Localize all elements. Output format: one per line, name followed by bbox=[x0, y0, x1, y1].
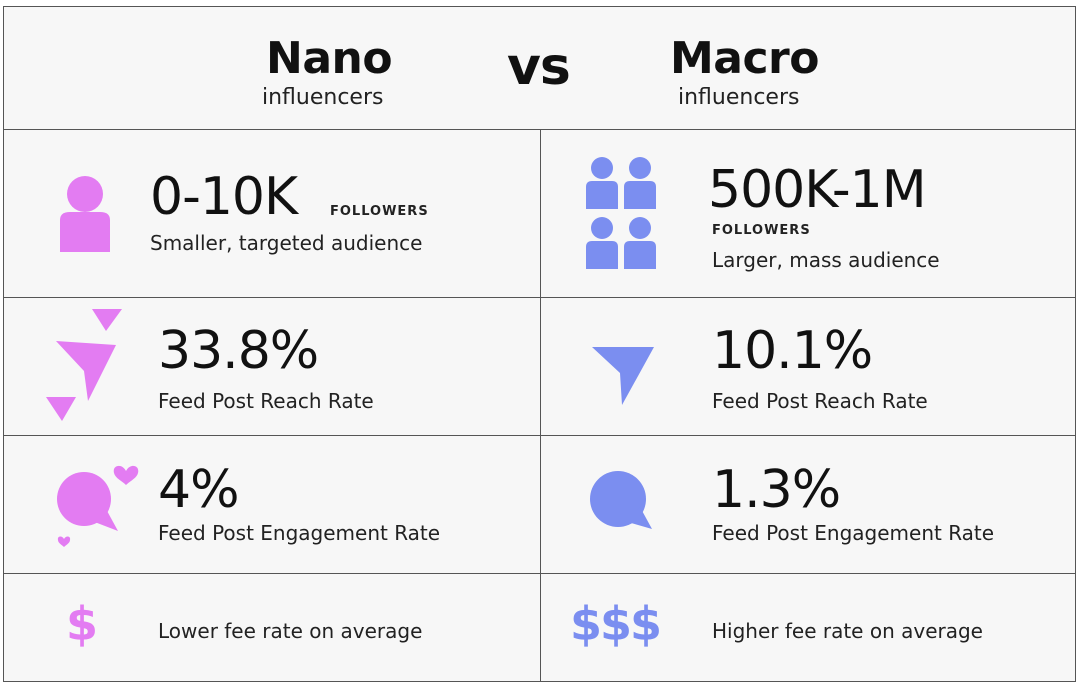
chat-bubble-icon bbox=[590, 471, 652, 529]
macro-subtitle: influencers bbox=[678, 85, 800, 110]
macro-reach-desc: Feed Post Reach Rate bbox=[712, 389, 928, 413]
nano-followers-value: 0-10K bbox=[150, 167, 298, 227]
macro-engagement-value: 1.3% bbox=[712, 460, 841, 520]
triple-dollar-icon: $$$ bbox=[570, 597, 662, 651]
macro-title: Macro bbox=[670, 33, 820, 84]
nano-reach-desc: Feed Post Reach Rate bbox=[158, 389, 374, 413]
nano-fee-desc: Lower fee rate on average bbox=[158, 619, 423, 643]
nano-followers-unit: FOLLOWERS bbox=[330, 204, 429, 219]
comparison-table: Nano influencers vs Macro influencers 0-… bbox=[3, 6, 1076, 682]
nano-engagement-value: 4% bbox=[158, 460, 239, 520]
nano-engagement-desc: Feed Post Engagement Rate bbox=[158, 521, 441, 545]
macro-engagement-desc: Feed Post Engagement Rate bbox=[712, 521, 995, 545]
divider bbox=[4, 297, 1075, 298]
vs-label: vs bbox=[507, 37, 571, 97]
divider bbox=[4, 129, 1075, 130]
divider bbox=[4, 573, 1075, 574]
macro-reach-value: 10.1% bbox=[712, 321, 873, 381]
paper-planes-icon bbox=[46, 309, 122, 421]
group-people-icon bbox=[586, 157, 656, 269]
macro-followers-value: 500K-1M bbox=[708, 160, 927, 220]
dollar-icon: $ bbox=[66, 597, 99, 651]
person-icon bbox=[60, 176, 110, 252]
chat-bubble-hearts-icon bbox=[57, 465, 139, 547]
nano-followers-desc: Smaller, targeted audience bbox=[150, 231, 423, 255]
column-divider bbox=[540, 129, 541, 681]
macro-fee-desc: Higher fee rate on average bbox=[712, 619, 983, 643]
divider bbox=[4, 435, 1075, 436]
nano-subtitle: influencers bbox=[262, 85, 384, 110]
nano-reach-value: 33.8% bbox=[158, 321, 319, 381]
macro-followers-unit: FOLLOWERS bbox=[712, 223, 811, 238]
nano-title: Nano bbox=[266, 33, 393, 84]
macro-followers-desc: Larger, mass audience bbox=[712, 248, 940, 272]
paper-plane-icon bbox=[592, 347, 654, 405]
